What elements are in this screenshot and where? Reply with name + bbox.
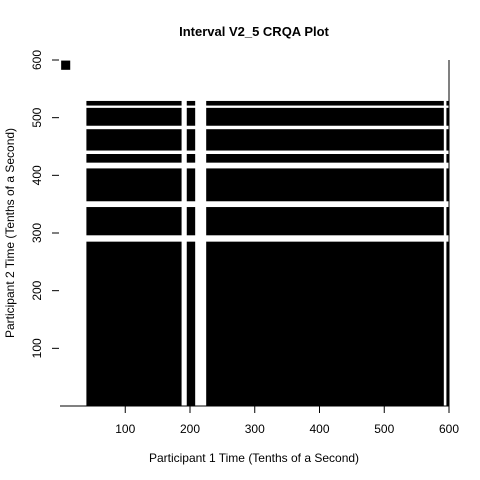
y-tick-label-1: 200 [30,280,44,300]
recurrence-block-3-0 [206,241,444,406]
recurrence-block-3-5 [206,107,444,126]
recurrence-blocks [61,60,449,406]
recurrence-block-4-6 [446,100,449,106]
recurrence-block-3-1 [206,207,444,236]
x-tick-label-1: 200 [180,422,200,436]
recurrence-block-2-6 [186,100,196,106]
x-tick-label-5: 600 [439,422,459,436]
recurrence-block-4-5 [446,107,449,126]
y-tick-label-4: 500 [30,107,44,127]
recurrence-block-3-4 [206,129,444,151]
y-tick-label-0: 100 [30,338,44,358]
recurrence-block-1-1 [86,207,182,236]
recurrence-block-2-2 [186,168,196,202]
recurrence-block-2-4 [186,129,196,151]
x-tick-label-2: 300 [245,422,265,436]
recurrence-block-2-0 [186,241,196,406]
x-tick-label-0: 100 [115,422,135,436]
recurrence-block-4-2 [446,168,449,202]
y-axis-title: Participant 2 Time (Tenths of a Second) [3,128,17,338]
recurrence-block-3-3 [206,154,444,163]
chart-title: Interval V2_5 CRQA Plot [179,24,329,39]
recurrence-block-4-0 [446,241,449,406]
x-tick-label-3: 400 [309,422,329,436]
y-tick-label-3: 400 [30,165,44,185]
y-tick-label-2: 300 [30,223,44,243]
recurrence-block-2-3 [186,154,196,163]
recurrence-block-2-5 [186,107,196,126]
recurrence-block-1-0 [86,241,182,406]
y-tick-label-5: 600 [30,50,44,70]
recurrence-block-4-3 [446,154,449,163]
y-ticks: 100 200 300 400 500 600 [30,50,59,358]
recurrence-block-4-1 [446,207,449,236]
x-axis-title: Participant 1 Time (Tenths of a Second) [149,451,359,465]
recurrence-block-1-5 [86,107,182,126]
recurrence-block-3-6 [206,100,444,106]
x-tick-label-4: 500 [374,422,394,436]
recurrence-block-1-4 [86,129,182,151]
recurrence-block-4-4 [446,129,449,151]
recurrence-block-1-3 [86,154,182,163]
x-ticks: 100 200 300 400 500 600 [115,406,459,436]
recurrence-block-2-1 [186,207,196,236]
isolated-recurrence-block [61,60,71,70]
recurrence-block-3-2 [206,168,444,202]
recurrence-block-1-6 [86,100,182,106]
recurrence-block-1-2 [86,168,182,202]
